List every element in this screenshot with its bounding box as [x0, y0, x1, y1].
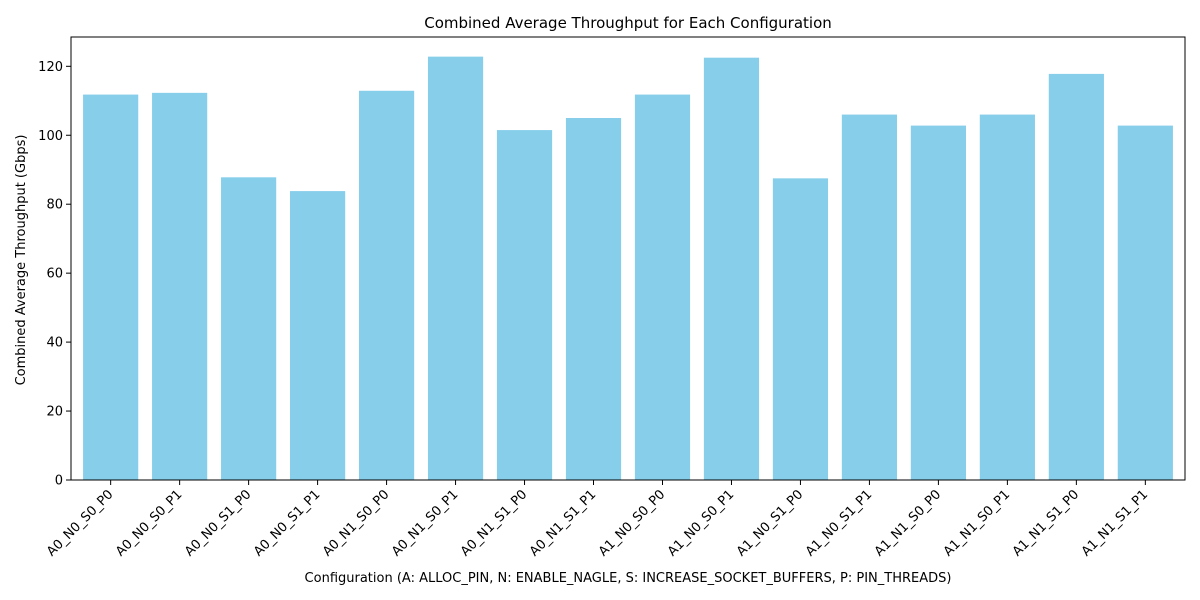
- bar-A1_N1_S0_P0: [910, 125, 966, 480]
- chart-title: Combined Average Throughput for Each Con…: [424, 14, 832, 32]
- bar-A1_N0_S1_P0: [772, 178, 829, 480]
- x-tick-label: A1_N1_S1_P0: [1010, 487, 1082, 559]
- y-tick-label: 60: [46, 267, 63, 282]
- bar-A0_N1_S0_P0: [358, 90, 415, 480]
- bar-A0_N1_S1_P0: [496, 130, 553, 480]
- x-tick-label: A0_N0_S1_P0: [182, 487, 254, 559]
- plot-area: 020406080100120A0_N0_S0_P0A0_N0_S0_P1A0_…: [38, 36, 1186, 560]
- x-tick-label: A1_N0_S1_P0: [734, 487, 806, 559]
- x-tick-label: A1_N1_S1_P1: [1079, 487, 1151, 559]
- y-tick-label: 100: [38, 129, 63, 144]
- bar-A0_N0_S1_P1: [290, 191, 346, 481]
- bar-A1_N1_S0_P1: [979, 114, 1035, 481]
- y-tick-label: 20: [46, 405, 63, 420]
- bar-A1_N0_S0_P0: [634, 94, 691, 481]
- x-tick-label: A0_N0_S1_P1: [251, 487, 323, 559]
- bar-A1_N1_S1_P0: [1048, 73, 1104, 480]
- x-tick-label: A1_N0_S0_P1: [665, 487, 737, 559]
- x-tick-label: A0_N1_S1_P1: [527, 487, 599, 559]
- plot-frame: [70, 36, 1186, 481]
- y-tick-label: 80: [46, 198, 63, 213]
- x-tick-label: A1_N0_S0_P0: [596, 487, 668, 559]
- y-tick-label: 120: [38, 60, 63, 75]
- x-tick-label: A1_N0_S1_P1: [803, 487, 875, 559]
- bar-A1_N0_S0_P1: [703, 57, 760, 481]
- y-tick-label: 40: [46, 336, 63, 351]
- x-tick-label: A1_N1_S0_P1: [941, 487, 1013, 559]
- x-axis-label: Configuration (A: ALLOC_PIN, N: ENABLE_N…: [305, 571, 952, 586]
- x-tick-label: A0_N0_S0_P1: [113, 487, 185, 559]
- bar-A0_N1_S0_P1: [427, 56, 484, 481]
- bar-A0_N0_S0_P0: [83, 94, 139, 481]
- bar-A1_N1_S1_P1: [1117, 125, 1173, 480]
- x-tick-label: A1_N1_S0_P0: [872, 487, 944, 559]
- y-axis-label: Combined Average Throughput (Gbps): [14, 135, 29, 386]
- y-tick-label: 0: [55, 474, 63, 489]
- bar-A0_N0_S1_P0: [221, 177, 277, 480]
- x-tick-label: A0_N1_S0_P1: [389, 487, 461, 559]
- x-tick-label: A0_N1_S1_P0: [458, 487, 530, 559]
- bar-A1_N0_S1_P1: [841, 114, 898, 481]
- bar-A0_N1_S1_P1: [565, 118, 622, 480]
- bar-A0_N0_S0_P1: [152, 92, 208, 480]
- x-tick-label: A0_N1_S0_P0: [320, 487, 392, 559]
- x-tick-label: A0_N0_S0_P0: [44, 487, 116, 559]
